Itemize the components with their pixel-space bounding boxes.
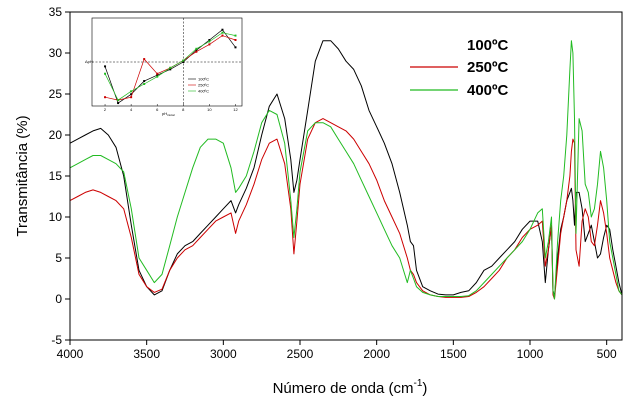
inset-point-2-2 [130, 90, 133, 93]
inset-point-2-3 [143, 83, 146, 85]
x-axis-title-sup: -1 [414, 378, 423, 389]
x-tick-label-1: 3500 [133, 347, 160, 361]
inset-legend: 100ºC 250ºC 400ºC [188, 77, 209, 94]
inset-x-label-main: pH [162, 111, 167, 116]
inset-point-2-7 [195, 47, 198, 50]
legend: 100ºC 250ºC 400ºC [410, 37, 509, 99]
inset-plot: 2 4 6 8 10 12 ΔpH pHinicial 100ºC 250ºC 400ºC [80, 13, 244, 118]
y-tick-label-8: 35 [49, 5, 63, 19]
inset-legend-label-400: 400ºC [198, 89, 209, 94]
x-axis-title: Número de onda (cm-1) [273, 378, 428, 397]
inset-point-2-0 [104, 72, 107, 75]
legend-label-400: 400ºC [467, 82, 509, 99]
x-tick-label-7: 500 [597, 347, 617, 361]
legend-label-250: 250ºC [467, 59, 509, 76]
inset-point-2-9 [221, 31, 224, 34]
inset-point-1-9 [221, 34, 224, 37]
y-tick-label-1: 0 [55, 292, 62, 306]
y-tick-label-5: 20 [49, 128, 63, 142]
series-line-0 [69, 40, 623, 297]
axes: 4000 3500 3000 2500 2000 1500 1000 500 -5 0 5 10 15 2… [49, 5, 617, 361]
inset-point-2-8 [208, 40, 211, 43]
inset-point-0-2 [130, 93, 133, 96]
inset-y-label: ΔpH [85, 59, 93, 64]
y-tick-label-7: 30 [49, 46, 63, 60]
inset-point-2-5 [169, 66, 172, 69]
inset-point-0-7 [195, 49, 198, 52]
inset-x-tick-label-5: 12 [233, 107, 238, 112]
inset-point-1-4 [156, 72, 159, 75]
inset-x-tick-label-4: 10 [207, 107, 212, 112]
inset-point-1-2 [130, 96, 133, 99]
y-tick-label-2: 5 [55, 251, 62, 265]
inset-point-1-8 [208, 43, 211, 46]
inset-point-1-10 [234, 39, 237, 41]
inset-x-tick-label-2: 6 [156, 107, 159, 112]
y-tick-label-3: 10 [49, 210, 63, 224]
x-tick-label-5: 1500 [440, 347, 467, 361]
inset-point-0-4 [156, 74, 159, 77]
inset-x-label: pHinicial [162, 111, 175, 117]
series-line-1 [69, 118, 623, 300]
x-tick-label-0: 4000 [57, 347, 84, 361]
inset-point-1-7 [195, 50, 198, 53]
inset-background [80, 13, 244, 118]
y-tick-label-6: 25 [49, 87, 63, 101]
plot-series [69, 40, 623, 300]
inset-point-2-4 [156, 75, 159, 78]
inset-legend-label-250: 250ºC [198, 83, 209, 88]
inset-x-tick-label-3: 8 [182, 107, 185, 112]
inset-x-tick-label-0: 2 [104, 107, 107, 112]
inset-x-label-sub: inicial [167, 113, 175, 117]
inset-point-0-5 [169, 68, 172, 71]
inset-point-0-10 [234, 46, 237, 49]
x-axis-title-main: Número de onda (cm [273, 380, 414, 397]
inset-x-tick-label-1: 4 [130, 107, 133, 112]
inset-point-0-3 [143, 80, 146, 83]
x-tick-label-2: 3000 [210, 347, 237, 361]
y-tick-label-4: 15 [49, 169, 63, 183]
x-tick-label-4: 2000 [363, 347, 390, 361]
legend-label-100: 100ºC [467, 37, 509, 54]
inset-point-0-8 [208, 39, 211, 41]
inset-point-0-9 [221, 28, 224, 31]
x-tick-label-3: 2500 [287, 347, 314, 361]
y-tick-label-0: -5 [51, 333, 62, 347]
y-axis-title: Transmitância (%) [14, 115, 31, 236]
inset-content: 2 4 6 8 10 12 [92, 18, 242, 112]
inset-point-2-1 [117, 99, 120, 102]
inset-point-2-10 [234, 34, 237, 37]
inset-legend-label-100: 100ºC [198, 77, 209, 82]
inset-point-0-0 [104, 65, 107, 68]
inset-point-1-0 [104, 96, 107, 99]
inset-point-1-3 [143, 58, 146, 61]
x-axis-title-close: ) [422, 380, 427, 397]
inset-point-0-1 [117, 102, 120, 105]
inset-point-0-6 [182, 61, 185, 63]
series-line-2 [69, 40, 623, 300]
x-tick-label-6: 1000 [517, 347, 544, 361]
inset-point-2-6 [182, 59, 185, 62]
